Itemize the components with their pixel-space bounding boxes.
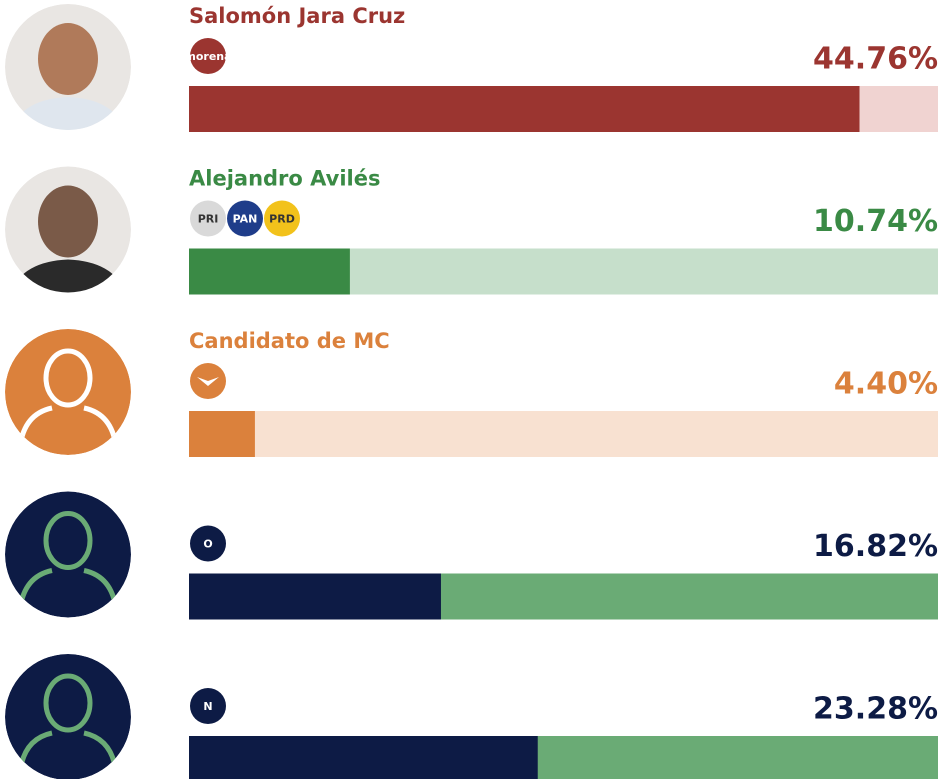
poll-chart: Salomón Jara Cruz morena 44.76% Alejandro A… <box>0 0 944 779</box>
avatar-head <box>38 23 98 95</box>
percentage-label: 44.76% <box>813 42 938 77</box>
bar <box>189 736 538 779</box>
avatar <box>5 167 131 300</box>
party-badge-label: PRD <box>269 213 295 226</box>
candidate-name: Salomón Jara Cruz <box>189 4 405 28</box>
candidate-row: O 16.82% <box>5 492 938 620</box>
candidate-row: Salomón Jara Cruz morena 44.76% <box>5 4 938 137</box>
bar <box>189 86 860 132</box>
party-badge-label: N <box>203 700 212 713</box>
percentage-label: 10.74% <box>813 204 938 239</box>
avatar <box>5 492 131 618</box>
percentage-label: 23.28% <box>813 692 938 727</box>
bar-track <box>189 411 938 457</box>
candidate-row: Alejandro Avilés PRI PAN PRD 10.74% <box>5 167 938 300</box>
avatar <box>5 4 131 137</box>
candidate-row: N 23.28% <box>5 654 938 779</box>
bar <box>189 574 441 620</box>
percentage-label: 16.82% <box>813 529 938 564</box>
avatar <box>5 654 131 779</box>
party-badge-label: PRI <box>198 213 219 226</box>
candidate-name: Alejandro Avilés <box>189 167 380 191</box>
bar <box>189 249 350 295</box>
party-badge-label: O <box>203 538 212 551</box>
party-badge-label: morena <box>184 50 231 63</box>
percentage-label: 4.40% <box>834 367 938 402</box>
party-badge-label: PAN <box>233 213 258 226</box>
avatar <box>5 329 131 455</box>
bar <box>189 411 255 457</box>
page: {"chart_data": {"type": "bar", "orientat… <box>0 0 944 779</box>
candidate-row: Candidato de MC 4.40% <box>5 329 938 457</box>
avatar-head <box>38 186 98 258</box>
candidate-name: Candidato de MC <box>189 329 390 353</box>
